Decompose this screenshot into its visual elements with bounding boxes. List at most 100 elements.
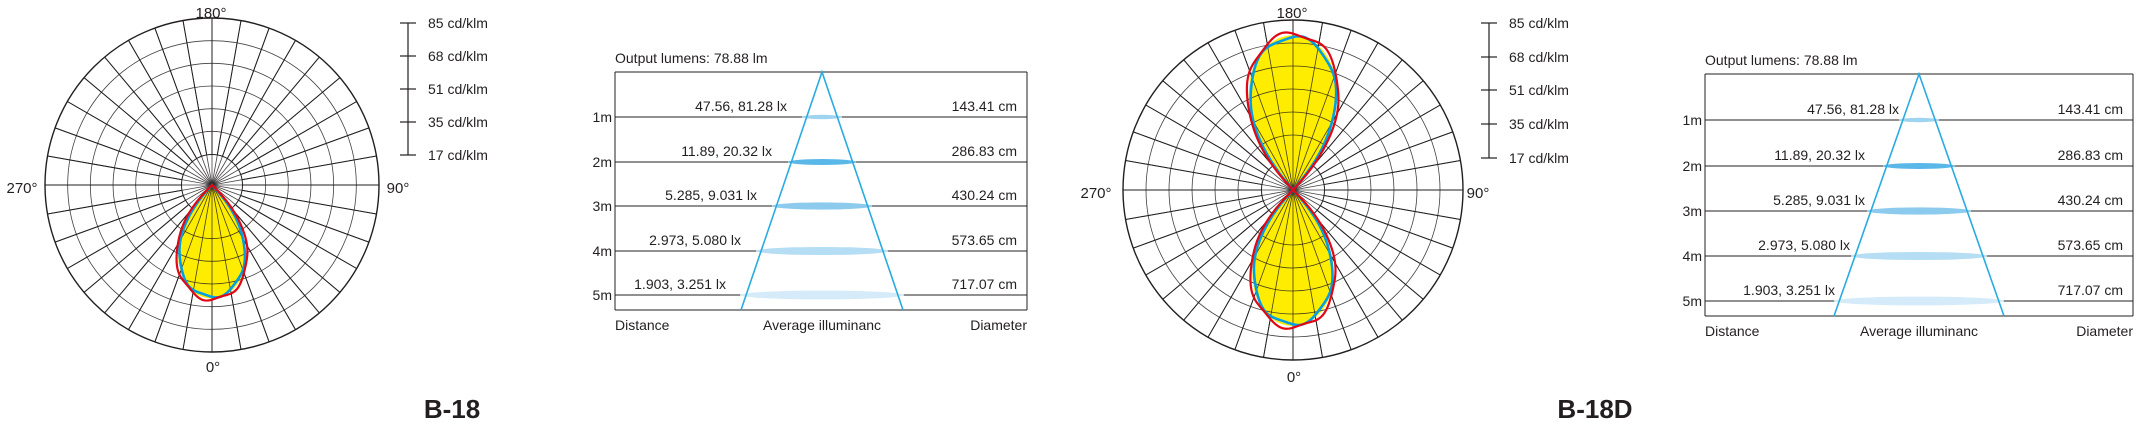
polar-diagram: 180° 90° 0° 270° [1080,5,1489,386]
polar-spoke [54,184,213,243]
light-spot [772,202,872,210]
illuminance-value: 11.89, 20.32 lx [681,143,772,159]
angle-label-left: 270° [6,180,37,197]
illuminance-diagram: Output lumens: 78.88 lm 1m 2m [1683,52,2134,339]
polar-spoke [211,184,357,269]
polar-ring [135,108,289,262]
polar-spoke [211,184,270,343]
intensity-curve-c90 [178,183,247,299]
polar-spoke [1133,189,1294,249]
diameter-value: 286.83 cm [952,143,1017,159]
polar-spoke [1162,80,1294,191]
angle-label-top: 180° [195,5,226,22]
polar-spoke [83,184,213,293]
illuminance-value: 1.903, 3.251 lx [634,276,726,292]
footer-diameter: Diameter [2076,323,2133,339]
polar-spoke [1292,189,1424,300]
diameter-value: 573.65 cm [2058,237,2123,253]
polar-spoke [128,184,213,330]
intensity-curve-c0 [175,183,249,302]
scale-label: 85 cd/klm [1509,15,1569,31]
polar-ring [1237,134,1349,246]
illuminance-value: 2.973, 5.080 lx [649,232,741,248]
polar-spoke [1292,131,1453,191]
polar-spoke [211,155,377,186]
polar-spoke [1234,30,1294,191]
polar-spoke [54,127,213,186]
scale-label: 68 cd/klm [1509,49,1569,65]
polar-spoke [1292,22,1323,191]
distance-label: 3m [1683,203,1702,219]
polar-spoke [1263,22,1294,191]
polar-spoke [1133,131,1294,191]
polar-spoke [1292,189,1352,350]
polar-spoke [211,184,296,330]
angle-label-bottom: 0° [1287,369,1301,386]
polar-spoke [1125,160,1294,191]
illuminance-value: 47.56, 81.28 lx [695,98,787,114]
polar-spoke [211,20,242,186]
polar-ring [1214,111,1372,269]
polar-spoke [1292,160,1461,191]
polar-ring [89,62,335,308]
illuminance-diagram: Output lumens: 78.88 lm 1m 2m [593,50,1028,333]
model-title: B-18 [424,394,480,424]
polar-spoke [1234,189,1294,350]
polar-ring [1168,65,1418,315]
polar-spoke [154,27,213,186]
scale-label: 17 cd/klm [428,147,488,163]
footer-distance: Distance [1705,323,1760,339]
polar-spoke [154,184,213,343]
distance-label: 1m [1683,112,1702,128]
scale-label: 51 cd/klm [428,81,488,97]
polar-spoke [211,127,370,186]
intensity-scale: 85 cd/klm 68 cd/klm 51 cd/klm 35 cd/klm … [400,15,488,163]
diameter-value: 717.07 cm [2058,282,2123,298]
illuminance-value: 11.89, 20.32 lx [1774,147,1865,163]
scale-label: 35 cd/klm [1509,116,1569,132]
polar-spoke [67,101,213,186]
polar-spoke [211,77,341,186]
polar-spoke [67,184,213,269]
intensity-curve-c90 [1249,34,1338,327]
diameter-value: 573.65 cm [952,232,1017,248]
panel-b18: 180° 90° 0° 270° 85 cd/klm 68 cd/klm 51 … [6,5,1028,424]
polar-spoke [1292,30,1352,191]
polar-diagram: 180° 90° 0° 270° [6,5,409,376]
angle-label-right: 90° [1467,185,1490,202]
light-spot [740,290,904,300]
polar-spoke [1292,189,1441,276]
footer-diameter: Diameter [970,317,1027,333]
light-spot [756,247,888,255]
polar-spoke [1263,189,1294,358]
polar-spoke [1207,189,1294,338]
footer-illuminance: Average illuminanc [763,317,881,333]
polar-spoke [1292,189,1461,220]
angle-label-bottom: 0° [206,359,220,376]
intensity-scale: 85 cd/klm 68 cd/klm 51 cd/klm 35 cd/klm … [1481,15,1569,166]
distance-label: 4m [593,243,612,259]
polar-spoke [1125,189,1294,220]
light-spot [1851,252,1987,260]
diameter-value: 430.24 cm [952,187,1017,203]
scale-label: 85 cd/klm [428,15,488,31]
light-spot [1867,207,1971,215]
distance-label: 3m [593,198,612,214]
polar-spoke [182,20,213,186]
scale-label: 17 cd/klm [1509,150,1569,166]
diameter-value: 430.24 cm [2058,192,2123,208]
diameter-value: 143.41 cm [2058,101,2123,117]
polar-spoke [211,27,270,186]
distance-label: 1m [593,109,612,125]
light-spot [1883,163,1955,169]
scale-label: 51 cd/klm [1509,82,1569,98]
light-spot [788,159,856,165]
illuminance-value: 1.903, 3.251 lx [1743,282,1835,298]
polar-ring [1191,88,1395,292]
polar-spoke [211,40,296,186]
panel-b18d: 180° 90° 0° 270° 85 cd/klm 68 cd/klm 51 … [1080,5,2134,424]
diameter-value: 286.83 cm [2058,147,2123,163]
light-spot [802,114,842,120]
diameter-value: 143.41 cm [952,98,1017,114]
